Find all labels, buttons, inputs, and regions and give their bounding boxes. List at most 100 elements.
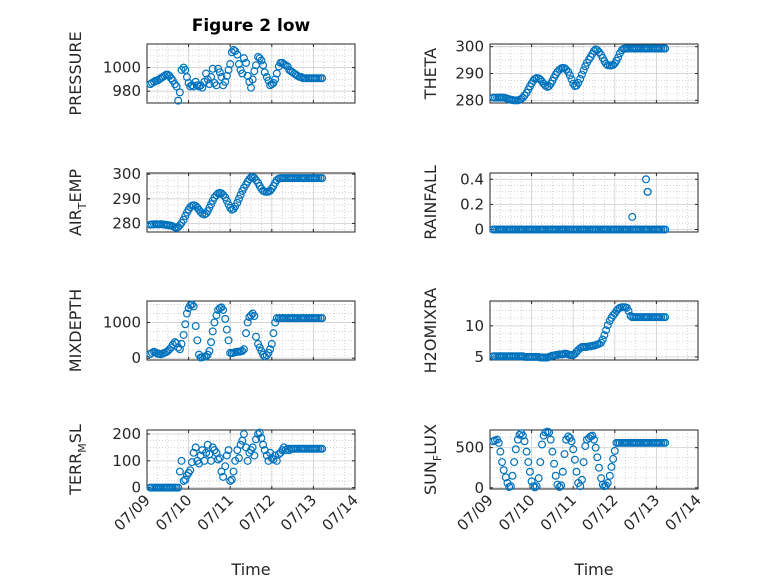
y-tick-label: 0 — [474, 220, 484, 238]
data-point — [545, 428, 554, 437]
data-point — [536, 458, 545, 467]
data-point — [598, 335, 607, 344]
x-tick-label: 07/12 — [578, 491, 621, 534]
y-tick-label: 300 — [112, 165, 141, 183]
data-series — [489, 44, 670, 105]
y-tick-label: 0.4 — [460, 170, 484, 188]
data-point — [251, 435, 260, 444]
data-point — [189, 302, 198, 311]
data-point — [207, 338, 216, 347]
data-point — [560, 450, 569, 459]
data-point — [229, 467, 238, 476]
data-point — [177, 456, 186, 465]
data-point — [257, 56, 266, 65]
data-point — [221, 462, 230, 471]
xlabel-left: Time — [230, 560, 270, 579]
subplot-theta: 280 290 300 THETA — [421, 38, 699, 109]
data-point — [219, 190, 228, 199]
plot-area — [490, 173, 698, 232]
y-tick-label: 280 — [455, 91, 484, 109]
data-point — [250, 312, 259, 321]
y-tick-label: 1000 — [103, 313, 141, 331]
data-point — [562, 65, 571, 74]
y-tick-label: 280 — [112, 214, 141, 232]
data-point — [259, 61, 268, 70]
data-point — [189, 448, 198, 457]
data-series — [489, 427, 670, 492]
data-point — [215, 454, 224, 463]
data-point — [248, 443, 257, 452]
data-point — [602, 326, 611, 335]
data-point — [574, 78, 583, 87]
data-point — [593, 453, 602, 462]
data-point — [234, 194, 243, 203]
data-point — [508, 471, 517, 480]
data-point — [550, 459, 559, 468]
y-axis-label: TERRMSL — [66, 424, 89, 496]
data-point — [212, 311, 221, 320]
data-point — [175, 88, 184, 97]
data-point — [551, 471, 560, 480]
data-point — [661, 44, 670, 53]
data-point — [272, 69, 281, 78]
data-point — [179, 63, 188, 72]
data-point — [174, 96, 183, 105]
y-axis-label: THETA — [421, 48, 440, 100]
data-point — [179, 330, 188, 339]
data-point — [577, 70, 586, 79]
subplot-rainfall: 0 0.2 0.4 RAINFALL — [421, 165, 699, 240]
y-tick-label: 5 — [474, 348, 484, 366]
data-point — [226, 60, 235, 69]
x-tick-label: 07/13 — [277, 491, 320, 534]
data-point — [607, 462, 616, 471]
data-point — [210, 318, 219, 327]
y-axis-label: PRESSURE — [66, 31, 85, 115]
data-point — [598, 480, 607, 489]
data-series — [146, 428, 327, 492]
data-point — [558, 467, 567, 476]
data-point — [251, 332, 260, 341]
y-tick-label: 290 — [455, 65, 484, 83]
subplot-pressure: 980 1000 PRESSURE — [66, 31, 356, 116]
data-point — [242, 58, 251, 67]
xlabel-right: Time — [573, 560, 613, 579]
axes-box — [146, 172, 356, 233]
data-point — [250, 173, 259, 182]
data-point — [242, 329, 251, 338]
data-point — [205, 347, 214, 356]
y-tick-label: 290 — [112, 190, 141, 208]
data-point — [494, 438, 503, 447]
data-point — [172, 339, 181, 348]
data-point — [530, 483, 539, 492]
x-tick-label: 07/09 — [111, 491, 154, 534]
data-point — [226, 203, 235, 212]
data-point — [522, 447, 531, 456]
data-point — [239, 430, 248, 439]
data-point — [609, 454, 618, 463]
data-point — [172, 82, 181, 91]
axes-box — [146, 300, 356, 361]
data-series — [146, 45, 327, 105]
data-point — [193, 81, 202, 90]
data-point — [221, 314, 230, 323]
data-point — [589, 435, 598, 444]
data-point — [496, 447, 505, 456]
plot-area — [147, 44, 355, 103]
data-point — [179, 215, 188, 224]
data-point — [266, 345, 275, 354]
data-point — [160, 71, 169, 80]
data-point — [610, 446, 619, 455]
data-point — [175, 467, 184, 476]
data-point — [174, 483, 183, 492]
data-point — [222, 325, 231, 334]
axes-box — [146, 43, 356, 104]
data-point — [208, 327, 217, 336]
data-point — [661, 438, 670, 447]
data-point — [579, 458, 588, 467]
data-point — [600, 331, 609, 340]
y-axis-label: RAINFALL — [421, 165, 440, 240]
data-point — [570, 455, 579, 464]
data-point — [572, 467, 581, 476]
data-point — [537, 440, 546, 449]
